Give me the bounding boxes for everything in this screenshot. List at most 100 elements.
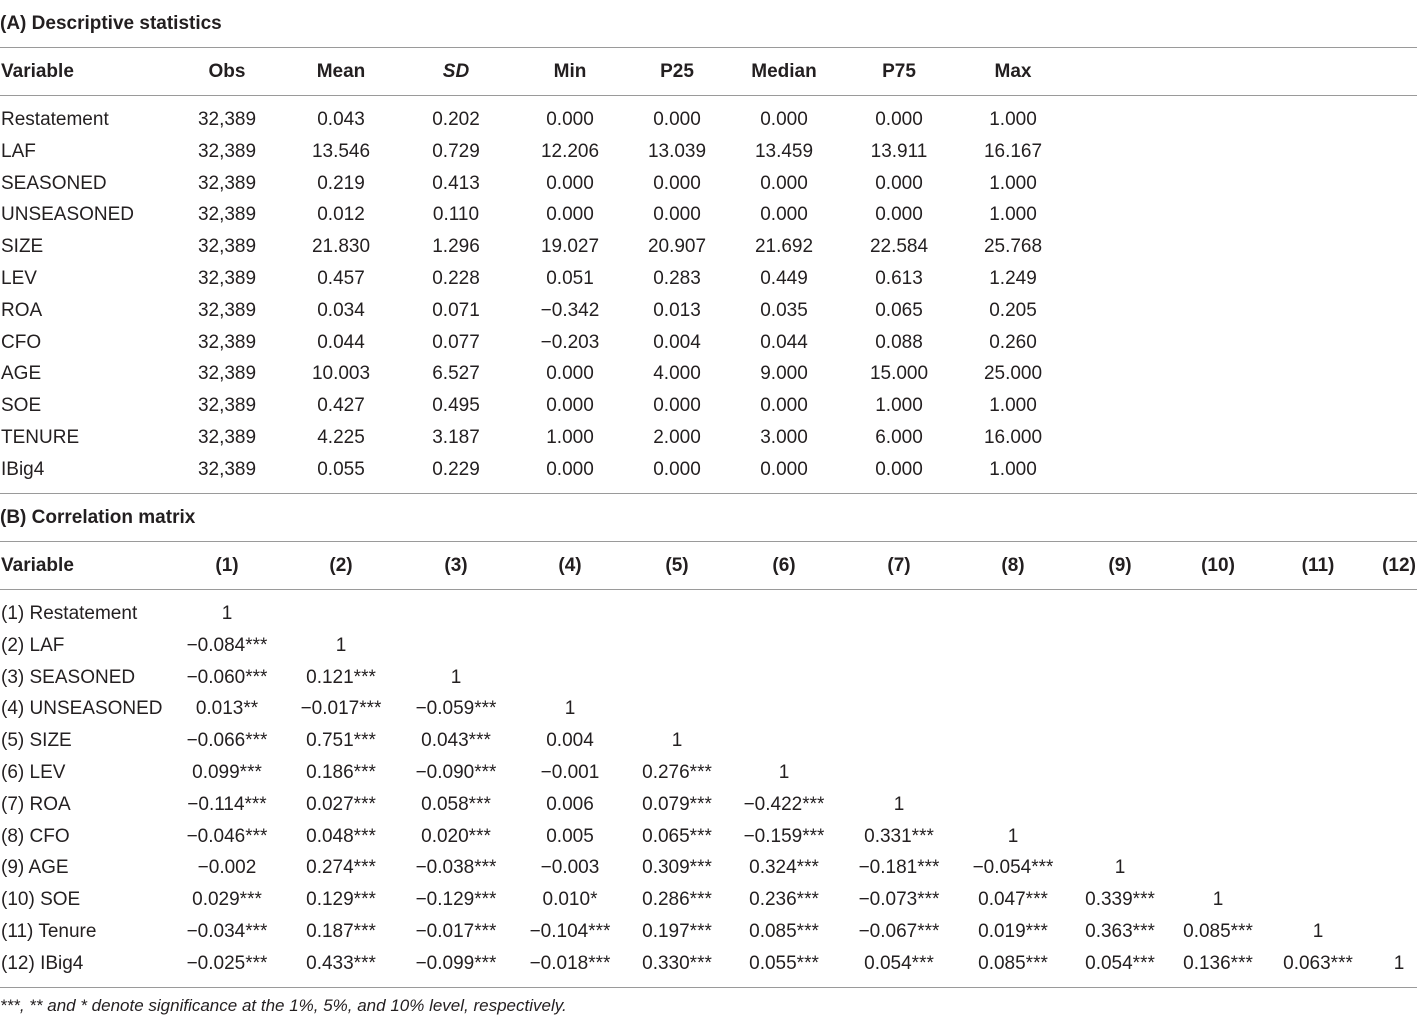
table-cell: 0.000 xyxy=(653,395,701,417)
column-header: (7) xyxy=(887,555,911,576)
table-cell: 1 xyxy=(1114,857,1126,879)
table-cell: 0.219 xyxy=(317,172,365,194)
table-cell: 0.274*** xyxy=(306,857,376,879)
table-row: SEASONED 32,389 0.219 0.413 0.000 0.000 0.000 0… xyxy=(0,172,1417,196)
row-label: (5) SIZE xyxy=(1,730,72,752)
table-cell: 1.000 xyxy=(989,458,1037,480)
row-label: LAF xyxy=(1,140,36,162)
row-label: (1) Restatement xyxy=(1,603,138,624)
row-label: CFO xyxy=(1,331,42,353)
table-cell: 0.260 xyxy=(989,331,1037,353)
table-cell: 0.077 xyxy=(432,331,480,353)
table-cell: 3.000 xyxy=(760,427,808,448)
table-cell: 0.085*** xyxy=(749,921,819,942)
row-label: (6) LEV xyxy=(1,762,66,783)
table-cell: 1 xyxy=(221,603,233,624)
table-cell: 32,389 xyxy=(197,172,257,194)
table-row: (5) SIZE −0.066*** 0.751*** 0.043*** 0.004 1 xyxy=(0,729,1417,753)
panel-a-header-row: Variable Obs Mean SD Min P25 Median P75 Max xyxy=(0,60,1417,84)
row-label: (12) IBig4 xyxy=(1,952,84,974)
table-cell: 0.000 xyxy=(546,458,594,480)
table-cell: 0.043 xyxy=(317,109,365,130)
table-cell: 0.005 xyxy=(546,825,594,847)
table-cell: 0.457 xyxy=(317,268,365,289)
table-cell: −0.422*** xyxy=(743,793,825,815)
table-cell: 0.427 xyxy=(317,395,365,417)
table-cell: 0.197*** xyxy=(642,921,712,942)
row-label: SOE xyxy=(1,395,42,417)
column-header: (5) xyxy=(665,555,689,576)
row-label: SIZE xyxy=(1,236,44,258)
column-header-variable: Variable xyxy=(1,61,74,82)
table-cell: 0.205 xyxy=(989,299,1037,321)
table-row: (12) IBig4 −0.025*** 0.433*** −0.099*** −0.0… xyxy=(0,952,1417,976)
table-cell: 0.043*** xyxy=(421,730,491,752)
table-cell: 0.000 xyxy=(653,204,701,226)
table-cell: 0.000 xyxy=(760,458,808,480)
table-cell: 0.330*** xyxy=(642,952,712,974)
table-row: (8) CFO −0.046*** 0.048*** 0.020*** 0.005 0.0… xyxy=(0,825,1417,849)
table-cell: −0.066*** xyxy=(186,730,268,752)
table-row: ROA 32,389 0.034 0.071 −0.342 0.013 0.035 0.065… xyxy=(0,299,1417,323)
row-label: (11) Tenure xyxy=(1,921,97,942)
table-cell: 0.020*** xyxy=(421,825,491,847)
row-label: ROA xyxy=(1,299,43,321)
table-cell: 0.000 xyxy=(760,395,808,417)
table-row: AGE 32,389 10.003 6.527 0.000 4.000 9.000 15.00… xyxy=(0,362,1417,386)
table-row: UNSEASONED 32,389 0.012 0.110 0.000 0.000 0.00… xyxy=(0,203,1417,227)
table-cell: −0.090*** xyxy=(415,762,497,783)
table-cell: 1 xyxy=(893,793,905,815)
table-row: CFO 32,389 0.044 0.077 −0.203 0.004 0.044 0.088… xyxy=(0,331,1417,355)
table-cell: −0.104*** xyxy=(529,921,611,942)
column-header: Mean xyxy=(316,61,366,82)
table-cell: 0.071 xyxy=(432,299,480,321)
table-cell: 0.088 xyxy=(875,331,923,353)
table-cell: 0.129*** xyxy=(306,889,376,911)
table-cell: −0.046*** xyxy=(186,825,268,847)
row-label: (7) ROA xyxy=(1,793,71,815)
table-cell: 6.000 xyxy=(875,427,923,448)
table-cell: 20.907 xyxy=(647,236,707,258)
table-cell: 1.000 xyxy=(989,109,1037,130)
table-row: TENURE 32,389 4.225 3.187 1.000 2.000 3.000 6.0… xyxy=(0,426,1417,450)
table-cell: 32,389 xyxy=(197,268,257,289)
table-cell: 16.167 xyxy=(983,140,1043,162)
table-cell: 0.186*** xyxy=(306,762,376,783)
table-cell: 0.035 xyxy=(760,299,808,321)
rule xyxy=(0,47,1417,48)
table-cell: 0.044 xyxy=(317,331,365,353)
table-cell: 1 xyxy=(564,698,576,720)
table-cell: 0.495 xyxy=(432,395,480,417)
table-cell: 0.000 xyxy=(653,458,701,480)
table-cell: 0.000 xyxy=(875,172,923,194)
panel-a-title: (A) Descriptive statistics xyxy=(0,13,222,34)
row-label: (8) CFO xyxy=(1,825,70,847)
table-cell: 1 xyxy=(1007,825,1019,847)
table-row: (10) SOE 0.029*** 0.129*** −0.129*** 0.010* 0… xyxy=(0,888,1417,912)
column-header: (8) xyxy=(1001,555,1025,576)
column-header-variable: Variable xyxy=(1,555,74,576)
rule xyxy=(0,987,1417,988)
column-header: Min xyxy=(553,61,587,82)
table-cell: −0.001 xyxy=(540,762,600,783)
table-cell: 0.085*** xyxy=(1183,921,1253,942)
table-cell: −0.003 xyxy=(540,857,600,879)
table-cell: 0.010* xyxy=(542,889,598,911)
table-cell: 0.051 xyxy=(546,268,594,289)
column-header: (11) xyxy=(1301,555,1335,576)
table-cell: 1.249 xyxy=(989,268,1037,289)
footnote: ***, ** and * denote significance at the… xyxy=(0,996,567,1015)
table-row: (11) Tenure −0.034*** 0.187*** −0.017*** −0.… xyxy=(0,920,1417,944)
table-cell: 0.085*** xyxy=(978,952,1048,974)
table-cell: 32,389 xyxy=(197,299,257,321)
table-cell: 0.110 xyxy=(432,204,480,226)
table-row: (3) SEASONED −0.060*** 0.121*** 1 xyxy=(0,666,1417,690)
table-cell: 13.039 xyxy=(647,140,707,162)
table-cell: 0.000 xyxy=(546,363,594,385)
table-cell: 0.034 xyxy=(317,299,365,321)
table-row: (1) Restatement 1 xyxy=(0,602,1417,626)
row-label: (10) SOE xyxy=(1,889,81,911)
table-cell: 0.055 xyxy=(317,458,365,480)
table-cell: 1 xyxy=(671,730,683,752)
table-cell: 25.768 xyxy=(983,236,1043,258)
